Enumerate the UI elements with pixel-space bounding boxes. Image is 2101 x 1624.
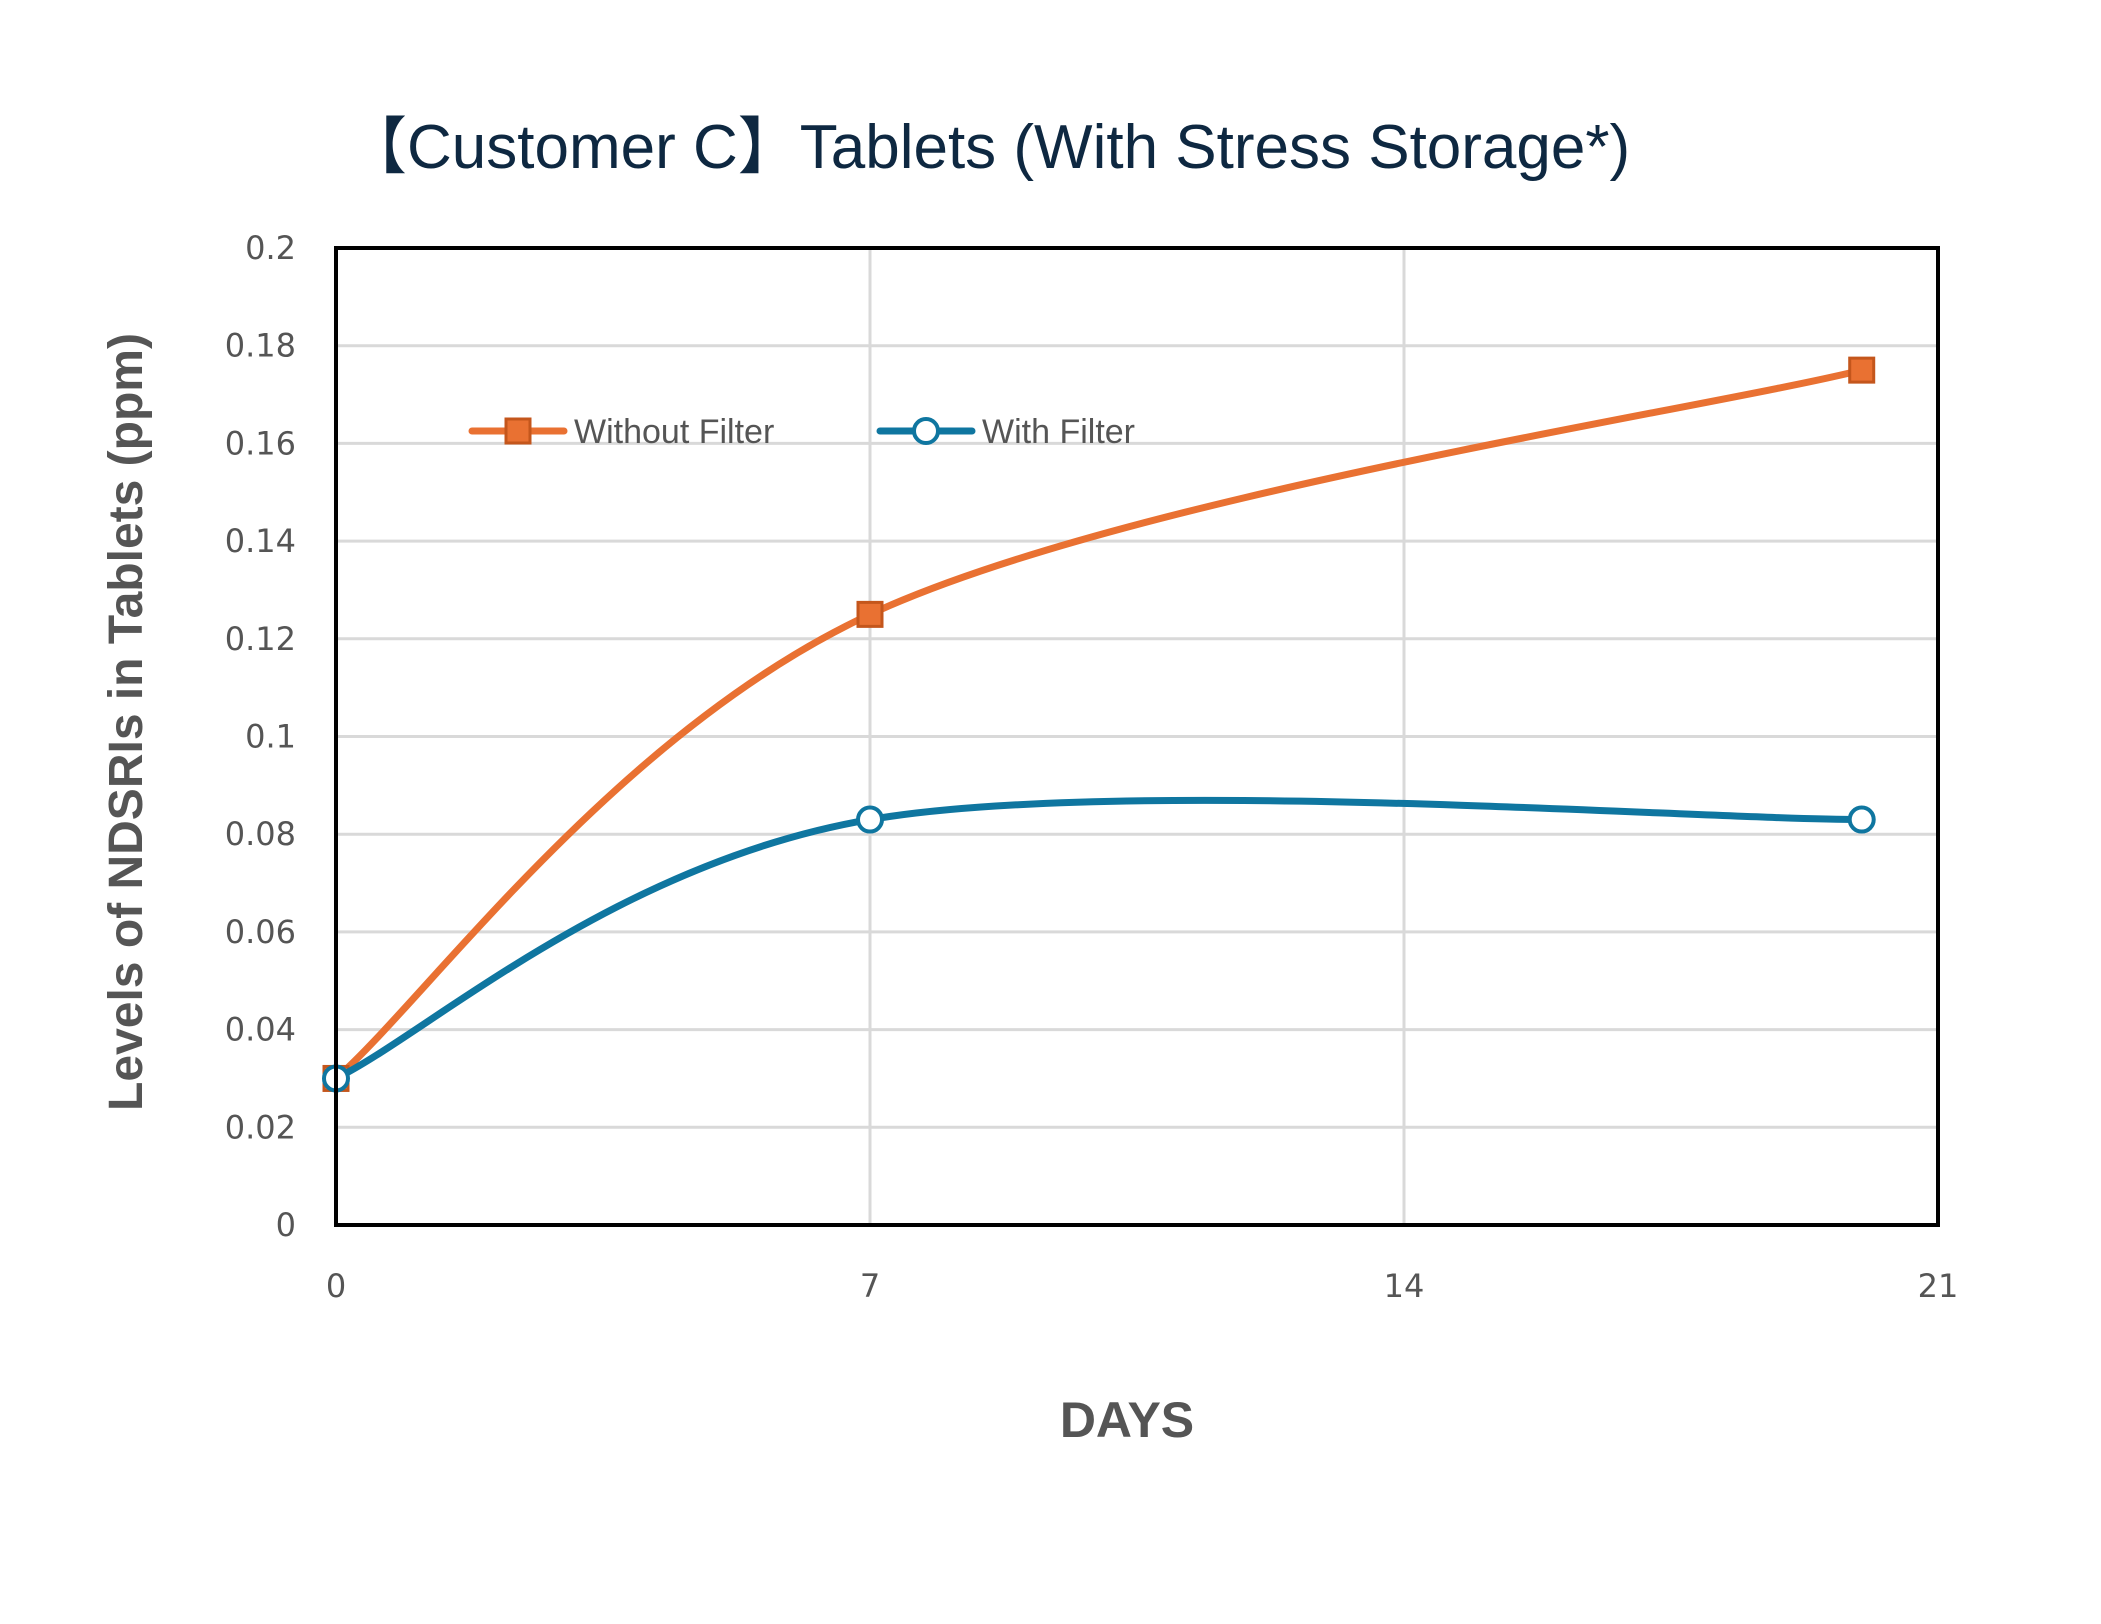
x-tick-label: 0 xyxy=(326,1267,346,1305)
x-tick-label: 21 xyxy=(1918,1267,1959,1305)
x-axis-ticks: 0 7 14 21 xyxy=(326,1267,1959,1305)
legend: Without Filter With Filter xyxy=(468,413,1135,451)
y-tick-label: 0.08 xyxy=(225,815,296,853)
gridlines xyxy=(334,246,1940,1227)
y-tick-label: 0.14 xyxy=(225,522,296,560)
y-axis-ticks: 0 0.02 0.04 0.06 0.08 0.1 0.12 0.14 0.16 0.18 0.2 xyxy=(225,229,296,1244)
y-axis-label: Levels of NDSRIs in Tablets (ppm) xyxy=(100,333,153,1111)
legend-label: Without Filter xyxy=(574,413,774,451)
x-axis-label: DAYS xyxy=(1060,1392,1194,1448)
y-tick-label: 0.16 xyxy=(225,424,296,462)
legend-item: With Filter xyxy=(876,413,1135,451)
series-line xyxy=(332,796,1866,1082)
data-point-square xyxy=(856,600,884,628)
y-tick-label: 0.1 xyxy=(245,718,296,756)
y-tick-label: 0.06 xyxy=(225,913,296,951)
y-tick-label: 0.04 xyxy=(225,1011,296,1049)
y-tick-label: 0.12 xyxy=(225,620,296,658)
legend-label: With Filter xyxy=(982,413,1135,451)
y-tick-label: 0.2 xyxy=(245,229,296,267)
y-tick-label: 0 xyxy=(276,1206,296,1244)
series-line xyxy=(332,366,1866,1082)
y-tick-label: 0.18 xyxy=(225,327,296,365)
data-point-circle xyxy=(856,805,884,834)
x-tick-label: 14 xyxy=(1384,1267,1425,1305)
plot-area-border xyxy=(334,246,1940,1227)
series-group xyxy=(322,356,1876,1093)
x-tick-label: 7 xyxy=(860,1267,880,1305)
data-point-circle xyxy=(1847,805,1876,834)
square-marker-icon xyxy=(504,417,532,445)
chart-title: 【Customer C】Tablets (With Stress Storage… xyxy=(345,113,1630,182)
series-without-filter xyxy=(322,356,1876,1092)
legend-item: Without Filter xyxy=(468,413,774,451)
circle-marker-icon xyxy=(912,417,940,445)
data-point-square xyxy=(1848,356,1876,384)
y-tick-label: 0.02 xyxy=(225,1108,296,1146)
